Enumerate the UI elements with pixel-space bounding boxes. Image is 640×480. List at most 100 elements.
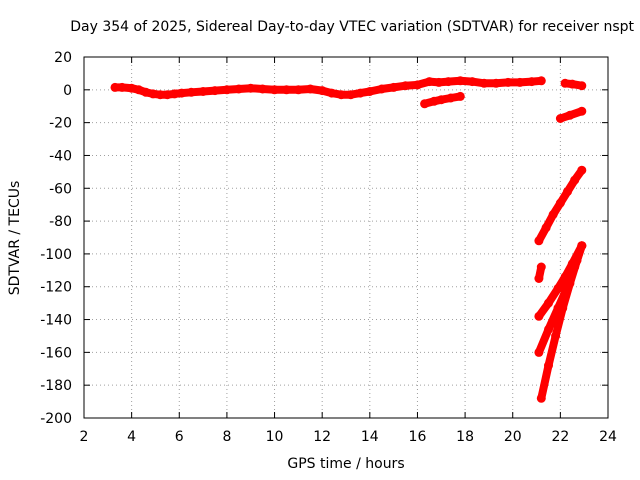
data-point: [560, 78, 570, 88]
data-point: [534, 274, 544, 283]
data-point: [210, 86, 220, 96]
y-tick-label: -100: [40, 247, 72, 263]
data-point: [544, 361, 553, 370]
x-tick-label: 18: [456, 429, 474, 445]
data-point: [305, 84, 315, 94]
data-point: [162, 90, 172, 100]
data-point: [246, 83, 256, 93]
plot-frame: [83, 56, 609, 419]
y-tick-label: -180: [40, 378, 72, 394]
data-point: [565, 278, 575, 288]
data-point: [536, 262, 546, 272]
data-point: [467, 77, 477, 87]
data-point: [555, 198, 565, 208]
data-point: [110, 82, 120, 92]
data-point: [536, 393, 546, 403]
data-point: [134, 85, 144, 95]
data-point: [567, 79, 577, 89]
data-point: [503, 77, 513, 87]
data-point: [534, 236, 544, 246]
data-point: [534, 347, 544, 357]
y-tick-label: -40: [49, 148, 72, 164]
data-point: [446, 93, 456, 103]
data-point: [424, 77, 434, 87]
x-tick-label: 4: [127, 429, 136, 445]
data-point: [551, 331, 561, 341]
data-point: [327, 88, 337, 98]
data-point: [515, 77, 525, 87]
data-point: [436, 95, 446, 105]
data-point: [577, 241, 587, 251]
data-point: [527, 77, 537, 87]
axis-ticks: 2 4 6 8 10 12 14 16 18 20 22 24200-20-40-60-80-100-…: [40, 50, 617, 445]
data-point: [455, 76, 465, 86]
data-point: [420, 99, 430, 109]
y-tick-label: -80: [49, 214, 72, 230]
data-point: [401, 81, 410, 91]
data-point: [429, 96, 439, 106]
data-point: [491, 78, 501, 88]
x-tick-label: 16: [409, 429, 427, 445]
y-tick-label: -120: [40, 280, 72, 296]
data-point: [558, 303, 568, 313]
data-point: [413, 80, 422, 90]
y-tick-label: -140: [40, 313, 72, 329]
data-point: [355, 88, 365, 98]
data-point: [577, 165, 587, 175]
x-tick-label: 22: [551, 429, 569, 445]
data-point: [544, 298, 553, 308]
data-point: [270, 85, 279, 95]
y-axis-label: SDTVAR / TECUs: [7, 180, 23, 296]
data-point: [577, 106, 587, 116]
data-point: [258, 84, 268, 94]
chart-title: Day 354 of 2025, Sidereal Day-to-day VTE…: [70, 19, 634, 35]
y-tick-label: 20: [54, 50, 72, 66]
x-tick-label: 2: [80, 429, 89, 445]
y-tick-label: -200: [40, 411, 72, 427]
data-point: [563, 187, 572, 197]
data-point: [117, 82, 127, 92]
data-point: [434, 77, 444, 87]
grid-lines: [84, 57, 608, 418]
data-point: [577, 81, 587, 91]
data-point: [555, 114, 565, 123]
data-point: [455, 91, 465, 101]
data-point: [389, 82, 399, 92]
data-point: [317, 86, 327, 96]
data-series: [110, 76, 587, 403]
series-arc9: [537, 241, 586, 403]
x-axis-label: GPS time / hours: [287, 456, 405, 472]
data-point: [572, 256, 582, 265]
x-tick-label: 12: [313, 429, 331, 445]
data-point: [148, 89, 158, 99]
data-point: [536, 76, 546, 86]
data-point: [186, 87, 196, 97]
data-point: [365, 87, 375, 96]
x-tick-label: 20: [504, 429, 522, 445]
y-tick-label: -60: [49, 181, 72, 197]
data-point: [443, 77, 453, 87]
data-point: [198, 87, 208, 96]
y-tick-label: 0: [63, 83, 72, 99]
data-point: [565, 110, 575, 120]
data-point: [570, 175, 580, 185]
data-point: [479, 78, 489, 88]
y-tick-label: -160: [40, 345, 72, 361]
x-tick-label: 8: [222, 429, 231, 445]
data-point: [553, 283, 563, 293]
data-point: [541, 223, 551, 233]
data-point: [282, 85, 291, 95]
x-tick-label: 24: [599, 429, 617, 445]
data-point: [534, 311, 544, 321]
x-tick-label: 6: [175, 429, 184, 445]
x-tick-label: 14: [361, 429, 379, 445]
y-tick-label: -20: [49, 116, 72, 132]
data-point: [222, 85, 232, 95]
data-point: [544, 324, 553, 334]
data-point: [293, 85, 303, 95]
data-point: [177, 88, 187, 98]
data-point: [234, 84, 244, 94]
data-point: [377, 84, 387, 94]
data-point: [155, 90, 165, 100]
